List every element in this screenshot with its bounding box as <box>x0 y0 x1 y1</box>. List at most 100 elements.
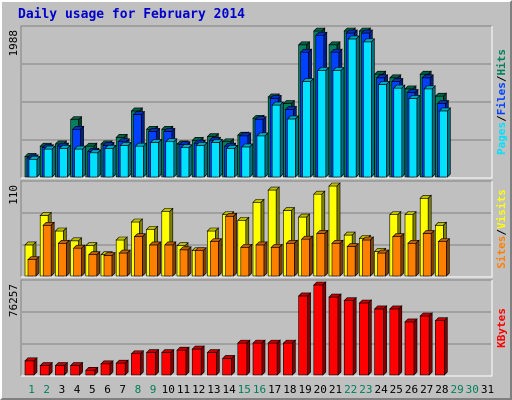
panel-kbytes-bar-kbytes-day-16-face <box>252 342 263 376</box>
panel-kbytes-bar-kbytes-day-22-face <box>343 300 354 376</box>
panel-hits-files-pages-bar-pages-day-2-side <box>51 145 56 178</box>
panel-visits-sites-bar-sites-day-23 <box>361 236 375 277</box>
panel-visits-sites-bar-sites-day-10 <box>164 241 177 277</box>
panel-hits-files-pages-bar-pages-day-10-face <box>165 141 175 178</box>
panel-kbytes-bar-kbytes-day-23-face <box>359 302 369 376</box>
x-axis-day-label: 12 <box>192 383 205 396</box>
panel-visits-sites-bar-sites-day-8 <box>133 233 147 277</box>
panel-hits-files-pages-bar-pages-day-11 <box>180 143 193 178</box>
panel-hits-files-pages-bar-pages-day-15-face <box>241 146 251 178</box>
panel-visits-sites-bar-sites-day-10-face <box>164 244 174 277</box>
x-axis-day-label: 4 <box>74 383 81 396</box>
panel-kbytes-bar-kbytes-day-11 <box>176 346 190 376</box>
panel-kbytes-bar-kbytes-day-21-face <box>328 296 339 376</box>
panel-visits-sites-bar-sites-day-12 <box>194 246 207 277</box>
panel-hits-files-pages-bar-pages-day-24-face <box>378 84 387 178</box>
panel-kbytes-bar-kbytes-day-7-side <box>124 359 129 376</box>
panel-visits-sites-bar-sites-day-18 <box>285 239 299 277</box>
panel-visits-sites-bar-sites-day-8-face <box>134 236 143 277</box>
panel-kbytes-bar-kbytes-day-9-face <box>146 352 156 376</box>
panel-hits-files-pages-bar-pages-day-17-face <box>271 104 281 178</box>
panel-hits-files-pages-bar-pages-day-23-side <box>371 38 375 178</box>
panel-visits-sites-bar-sites-day-22-side <box>354 242 359 277</box>
panel-visits-sites-bar-sites-day-26-side <box>415 239 420 277</box>
panel-kbytes-bar-kbytes-day-19-face <box>298 295 308 376</box>
panel-visits-sites-bar-sites-day-10-side <box>172 241 177 277</box>
panel-visits-sites-bar-sites-day-14-side <box>233 212 237 277</box>
panel-visits-sites-bar-sites-day-19-side <box>309 235 313 277</box>
panel-hits-files-pages-bar-pages-day-5-face <box>89 152 99 178</box>
panel-visits-sites-bar-sites-day-13 <box>209 237 223 277</box>
panel-kbytes-side-label: KBytes <box>495 308 508 348</box>
x-axis-day-label: 29 <box>450 383 463 396</box>
panel-kbytes-bar-kbytes-day-28-face <box>435 320 445 376</box>
panel-hits-files-pages-bar-pages-day-4-side <box>82 145 86 178</box>
panel-visits-sites-bar-sites-day-2 <box>42 221 55 277</box>
panel-visits-sites-bar-sites-day-9 <box>148 241 162 277</box>
panel-hits-files-pages-bar-pages-day-6-side <box>112 144 117 178</box>
x-axis-day-label: 7 <box>119 383 126 396</box>
panel-hits-files-pages-bar-pages-day-11-side <box>188 143 193 178</box>
panel-hits-files-pages-bar-pages-day-24 <box>377 80 391 178</box>
panel-visits-sites-bar-sites-day-20-side <box>324 229 329 277</box>
panel-visits-sites-bar-sites-day-1-side <box>35 255 40 277</box>
panel-kbytes-bar-kbytes-day-23 <box>358 299 373 376</box>
panel-kbytes-bar-kbytes-day-14-face <box>222 358 232 376</box>
panel-hits-files-pages-bar-pages-day-25 <box>393 84 406 178</box>
panel-kbytes-bar-kbytes-day-15-side <box>246 339 251 376</box>
panel-visits-sites-bar-sites-day-3-face <box>58 242 67 277</box>
panel-visits-sites-bar-sites-day-17-face <box>270 247 280 277</box>
panel-visits-sites-bar-sites-day-14-face <box>225 215 234 277</box>
panel-hits-files-pages-bar-pages-day-15 <box>241 143 254 178</box>
panel-kbytes-bar-kbytes-day-22 <box>343 296 357 376</box>
x-axis-day-label: 20 <box>314 383 327 396</box>
panel-kbytes-bar-kbytes-day-18-side <box>292 339 296 376</box>
panel-hits-files-pages-bar-pages-day-9 <box>149 138 163 178</box>
panel-visits-sites-bar-sites-day-20-face <box>316 233 326 277</box>
x-axis-day-label: 5 <box>89 383 96 396</box>
panel-hits-files-pages-bar-pages-day-26 <box>408 94 421 178</box>
panel-hits-files-pages-bar-pages-day-13-face <box>211 142 220 178</box>
panel-kbytes-bar-kbytes-day-1-side <box>33 357 38 376</box>
panel-hits-files-pages-bar-pages-day-22 <box>347 35 360 178</box>
panel-hits-files-pages-bar-pages-day-4-face <box>74 148 83 178</box>
panel-visits-sites-bar-sites-day-5-side <box>96 251 101 277</box>
panel-kbytes-bar-kbytes-day-1 <box>24 357 38 376</box>
panel-hits-files-pages-bar-pages-day-16-side <box>264 132 269 178</box>
panel-kbytes-bar-kbytes-day-6-face <box>100 363 111 376</box>
panel-visits-sites-bar-sites-day-11-side <box>187 246 192 277</box>
x-axis-day-label: 14 <box>222 383 236 396</box>
panel-hits-files-pages-bar-pages-day-16 <box>256 132 269 178</box>
panel-hits-files-pages-bar-pages-day-2-face <box>43 148 53 178</box>
panel-kbytes-bar-kbytes-day-5 <box>85 366 99 376</box>
panel-visits-sites-bar-sites-day-14 <box>224 212 238 277</box>
panel-visits-sites-bar-sites-day-25-side <box>400 233 405 277</box>
x-axis-day-label: 26 <box>405 383 418 396</box>
panel-hits-files-pages-bar-pages-day-2 <box>43 145 56 178</box>
x-axis-day-label: 13 <box>207 383 220 396</box>
panel-kbytes-bar-kbytes-day-17-face <box>267 342 278 376</box>
panel-hits-files-pages-side-separator: / <box>495 115 508 122</box>
panel-visits-sites-bar-sites-day-27-side <box>430 229 435 277</box>
panel-kbytes-bar-kbytes-day-26-face <box>404 321 415 376</box>
panel-kbytes-bar-kbytes-day-9-side <box>155 348 159 376</box>
panel-kbytes-bar-kbytes-day-2-face <box>39 365 50 376</box>
panel-visits-sites-bar-sites-day-26 <box>407 239 420 277</box>
panel-visits-sites-bar-sites-day-4 <box>72 244 86 277</box>
panel-visits-sites-side-label-visits: Visits <box>495 189 508 229</box>
panel-kbytes-bar-kbytes-day-21-side <box>337 293 342 376</box>
panel-kbytes-bar-kbytes-day-16 <box>252 339 266 376</box>
panel-kbytes-bar-kbytes-day-24-side <box>383 305 387 376</box>
panel-kbytes-bar-kbytes-day-19-side <box>307 292 311 376</box>
panel-kbytes-bar-kbytes-day-18-face <box>283 342 293 376</box>
panel-kbytes-bar-kbytes-day-20 <box>313 281 327 376</box>
x-axis-day-label: 10 <box>162 383 175 396</box>
x-axis-day-label: 16 <box>253 383 266 396</box>
panel-hits-files-pages-bar-pages-day-14-side <box>234 144 238 178</box>
panel-visits-sites-side-label-sites: Sites <box>495 236 508 269</box>
panel-hits-files-pages-bar-pages-day-10-side <box>173 138 178 178</box>
panel-hits-files-pages-bar-pages-day-15-side <box>249 143 254 178</box>
panel-hits-files-pages-bar-pages-day-3-face <box>59 148 68 178</box>
panel-visits-sites-bar-sites-day-25-face <box>392 236 402 277</box>
panel-visits-sites-bar-sites-day-9-side <box>157 241 161 277</box>
